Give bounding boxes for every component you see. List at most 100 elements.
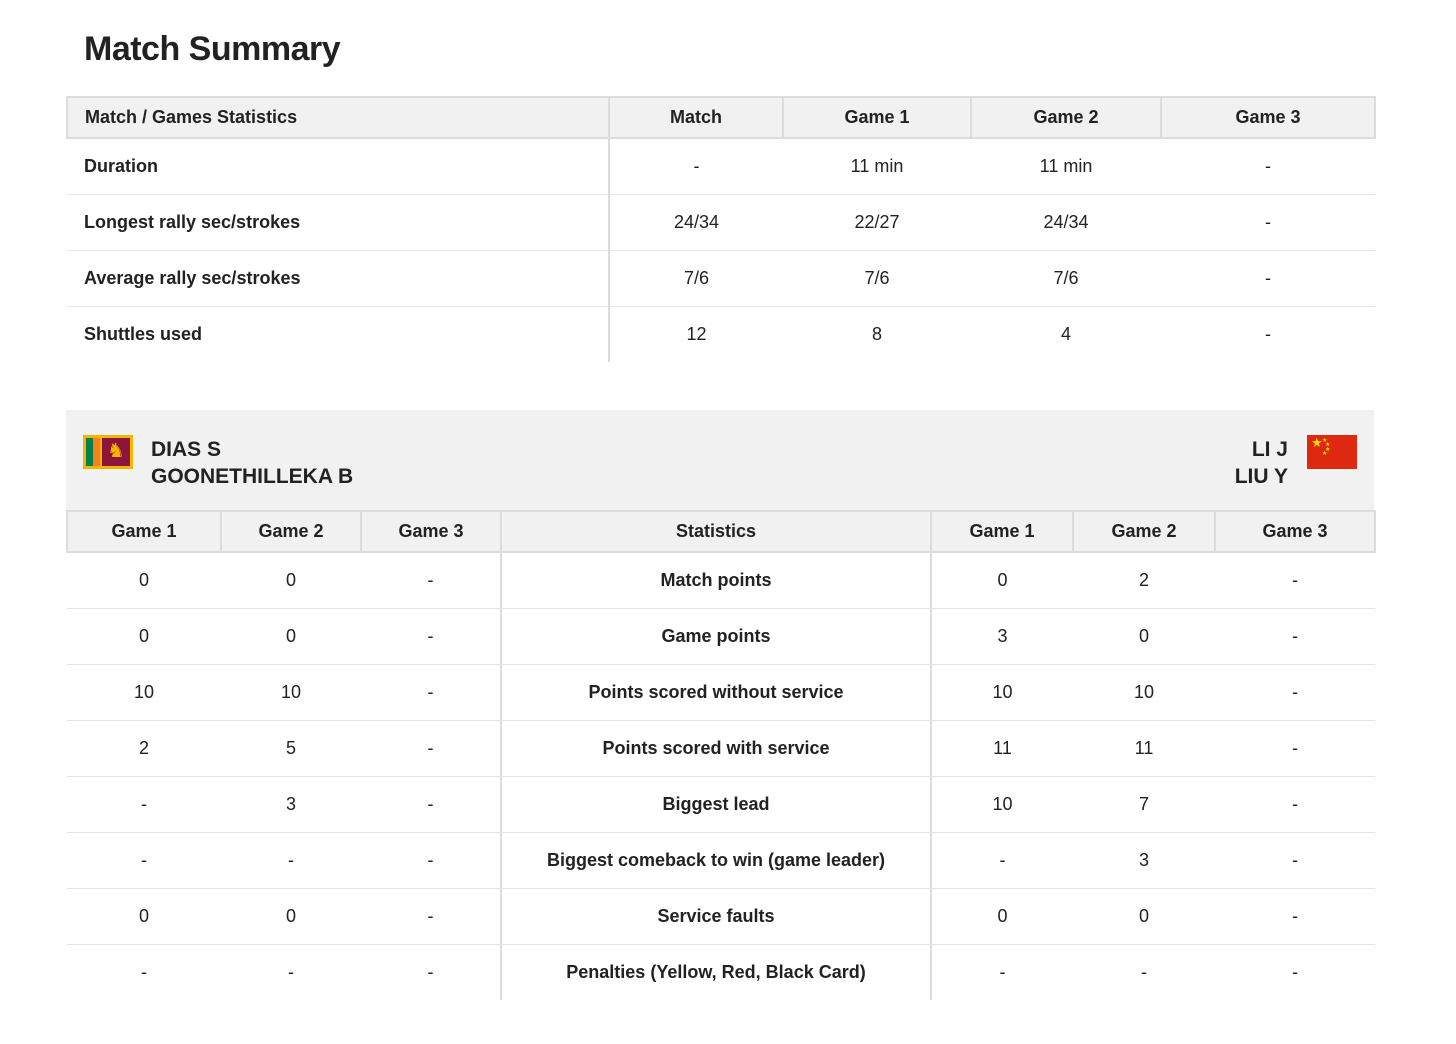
cell-game-2: 24/34 bbox=[971, 194, 1161, 251]
stats-header-right-game-1: Game 1 bbox=[930, 510, 1074, 553]
right-game-3-cell: - bbox=[1215, 608, 1375, 665]
row-label: Shuttles used bbox=[67, 306, 610, 362]
left-game-1-cell: 0 bbox=[67, 608, 221, 665]
table-row: 10 10 - Points scored without service 10… bbox=[67, 664, 1375, 721]
right-game-1-cell: 10 bbox=[931, 776, 1073, 833]
team-left: DIAS S GOONETHILLEKA B bbox=[151, 436, 353, 490]
cell-match: 24/34 bbox=[609, 194, 783, 251]
cell-game-3: - bbox=[1161, 250, 1375, 307]
left-game-2-cell: 0 bbox=[221, 888, 361, 945]
right-game-3-cell: - bbox=[1215, 832, 1375, 889]
player-name[interactable]: GOONETHILLEKA B bbox=[151, 465, 354, 488]
stats-header-left-game-2: Game 2 bbox=[220, 510, 362, 553]
cell-game-3: - bbox=[1161, 194, 1375, 251]
stat-label: Match points bbox=[500, 552, 932, 609]
right-game-2-cell: 0 bbox=[1073, 888, 1215, 945]
cell-match: 7/6 bbox=[609, 250, 783, 307]
table-row: Shuttles used 12 8 4 - bbox=[67, 306, 1375, 362]
left-game-1-cell: 10 bbox=[67, 664, 221, 721]
stats-header-row: Game 1 Game 2 Game 3 Statistics Game 1 G… bbox=[66, 510, 1376, 553]
summary-header-match: Match bbox=[608, 96, 784, 139]
china-flag-icon: ★ ★ ★ ★ ★ bbox=[1307, 435, 1357, 469]
cell-game-3: - bbox=[1161, 138, 1375, 195]
row-label: Average rally sec/strokes bbox=[67, 250, 610, 307]
cell-game-2: 4 bbox=[1060, 324, 1071, 344]
stat-label: Points scored without service bbox=[500, 664, 932, 721]
cell-game-3: - bbox=[1265, 324, 1271, 344]
summary-header-game-1: Game 1 bbox=[782, 96, 972, 139]
right-game-2-cell: 11 bbox=[1073, 720, 1215, 777]
left-game-3-cell: - bbox=[361, 720, 501, 777]
left-game-2-cell: - bbox=[221, 832, 361, 889]
cell-game-1: 7/6 bbox=[783, 250, 971, 307]
left-game-1-cell: - bbox=[67, 832, 221, 889]
right-game-2-cell: - bbox=[1141, 962, 1147, 982]
right-game-1-cell: 0 bbox=[931, 552, 1073, 609]
stat-label: Service faults bbox=[500, 888, 932, 945]
table-row: 0 0 - Service faults 0 0 - bbox=[67, 888, 1375, 945]
right-game-3-cell: - bbox=[1215, 720, 1375, 777]
right-game-3-cell: - bbox=[1215, 664, 1375, 721]
left-game-2-cell: 0 bbox=[221, 608, 361, 665]
stats-header-right-game-2: Game 2 bbox=[1072, 510, 1216, 553]
row-label: Duration bbox=[67, 138, 610, 195]
player-name[interactable]: DIAS S bbox=[151, 438, 222, 461]
stat-label: Points scored with service bbox=[500, 720, 932, 777]
left-game-1-cell: 0 bbox=[67, 552, 221, 609]
cell-game-1: 11 min bbox=[783, 138, 971, 195]
right-game-1-cell: 3 bbox=[931, 608, 1073, 665]
left-game-2-cell: 5 bbox=[221, 720, 361, 777]
cell-game-1: 22/27 bbox=[783, 194, 971, 251]
page-title: Match Summary bbox=[84, 30, 341, 68]
summary-header-row: Match / Games Statistics Match Game 1 Ga… bbox=[66, 96, 1376, 139]
table-row: - 3 - Biggest lead 10 7 - bbox=[67, 776, 1375, 833]
right-game-3-cell: - bbox=[1215, 552, 1375, 609]
left-game-3-cell: - bbox=[361, 664, 501, 721]
right-game-2-cell: 7 bbox=[1073, 776, 1215, 833]
table-row: Duration - 11 min 11 min - bbox=[67, 138, 1375, 195]
players-header: DIAS S GOONETHILLEKA B LI J LIU Y ★ ★ ★ … bbox=[66, 410, 1374, 510]
left-game-3-cell: - bbox=[361, 552, 501, 609]
right-game-3-cell: - bbox=[1215, 888, 1375, 945]
row-label: Longest rally sec/strokes bbox=[67, 194, 610, 251]
left-game-3-cell: - bbox=[427, 962, 434, 982]
left-game-2-cell: 0 bbox=[221, 552, 361, 609]
right-game-2-cell: 2 bbox=[1073, 552, 1215, 609]
team-right: LI J LIU Y bbox=[1235, 436, 1288, 490]
right-game-1-cell: 10 bbox=[931, 664, 1073, 721]
summary-header-game-2: Game 2 bbox=[970, 96, 1162, 139]
table-row: 0 0 - Match points 0 2 - bbox=[67, 552, 1375, 609]
right-game-1-cell: 11 bbox=[931, 720, 1073, 777]
table-row: 2 5 - Points scored with service 11 11 - bbox=[67, 720, 1375, 777]
stat-label: Penalties (Yellow, Red, Black Card) bbox=[500, 944, 932, 1000]
match-summary-table: Match / Games Statistics Match Game 1 Ga… bbox=[66, 96, 1376, 362]
cell-game-2: 11 min bbox=[971, 138, 1161, 195]
right-game-2-cell: 10 bbox=[1073, 664, 1215, 721]
left-game-1-cell: 0 bbox=[67, 888, 221, 945]
left-game-3-cell: - bbox=[361, 832, 501, 889]
left-game-1-cell: - bbox=[141, 962, 147, 982]
cell-game-1: 8 bbox=[871, 324, 882, 344]
left-game-2-cell: 3 bbox=[221, 776, 361, 833]
player-statistics-table: Game 1 Game 2 Game 3 Statistics Game 1 G… bbox=[66, 510, 1376, 1000]
right-game-3-cell: - bbox=[1215, 776, 1375, 833]
left-game-3-cell: - bbox=[361, 608, 501, 665]
player-name[interactable]: LIU Y bbox=[1234, 465, 1288, 488]
right-game-2-cell: 3 bbox=[1073, 832, 1215, 889]
right-game-1-cell: - bbox=[999, 962, 1006, 982]
right-game-3-cell: - bbox=[1292, 962, 1298, 982]
table-row: - - - Penalties (Yellow, Red, Black Card… bbox=[67, 944, 1375, 1000]
stats-header-statistics: Statistics bbox=[500, 510, 932, 553]
stat-label: Biggest comeback to win (game leader) bbox=[500, 832, 932, 889]
table-row: Average rally sec/strokes 7/6 7/6 7/6 - bbox=[67, 250, 1375, 307]
summary-header-game-3: Game 3 bbox=[1160, 96, 1376, 139]
cell-match: - bbox=[609, 138, 783, 195]
table-row: Longest rally sec/strokes 24/34 22/27 24… bbox=[67, 194, 1375, 251]
cell-game-2: 7/6 bbox=[971, 250, 1161, 307]
player-name[interactable]: LI J bbox=[1251, 438, 1288, 461]
right-game-1-cell: 0 bbox=[931, 888, 1073, 945]
stats-header-right-game-3: Game 3 bbox=[1214, 510, 1376, 553]
stat-label: Game points bbox=[500, 608, 932, 665]
left-game-1-cell: - bbox=[67, 776, 221, 833]
right-game-2-cell: 0 bbox=[1073, 608, 1215, 665]
